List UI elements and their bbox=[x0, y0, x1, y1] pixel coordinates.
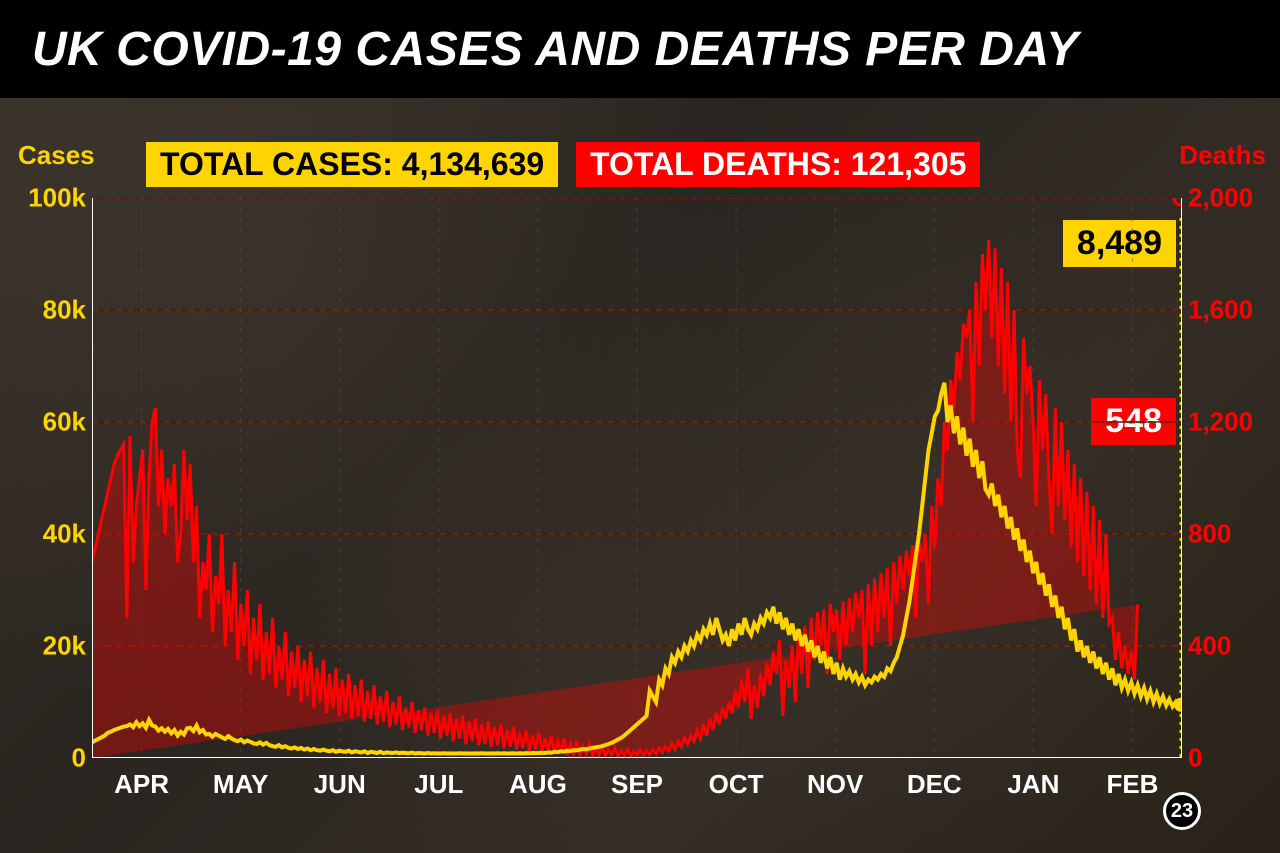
ytick-left: 40k bbox=[6, 519, 86, 550]
ytick-left: 80k bbox=[6, 295, 86, 326]
ytick-right: 800 bbox=[1188, 519, 1278, 550]
total-cases-badge: TOTAL CASES: 4,134,639 bbox=[146, 142, 558, 187]
ytick-right: 1,600 bbox=[1188, 295, 1278, 326]
xtick: SEP bbox=[611, 769, 663, 800]
end-date-marker: 23 bbox=[1163, 792, 1201, 830]
xtick: OCT bbox=[709, 769, 764, 800]
total-deaths-badge: TOTAL DEATHS: 121,305 bbox=[576, 142, 980, 187]
chart-svg bbox=[92, 198, 1182, 758]
xtick: JUL bbox=[414, 769, 463, 800]
xtick: JUN bbox=[314, 769, 366, 800]
xtick: MAY bbox=[213, 769, 268, 800]
ytick-left: 0 bbox=[6, 743, 86, 774]
ytick-left: 100k bbox=[6, 183, 86, 214]
xtick: AUG bbox=[509, 769, 567, 800]
xtick: DEC bbox=[907, 769, 962, 800]
ytick-right: 400 bbox=[1188, 631, 1278, 662]
xtick: APR bbox=[114, 769, 169, 800]
ytick-right: 0 bbox=[1188, 743, 1278, 774]
chart-header: UK COVID-19 CASES AND DEATHS PER DAY bbox=[0, 0, 1280, 98]
ytick-left: 20k bbox=[6, 631, 86, 662]
plot-area: 020k40k60k80k100k04008001,2001,6002,000A… bbox=[92, 198, 1182, 758]
ytick-right: 2,000 bbox=[1188, 183, 1278, 214]
chart-title: UK COVID-19 CASES AND DEATHS PER DAY bbox=[32, 22, 1079, 77]
ytick-left: 60k bbox=[6, 407, 86, 438]
chart-area: Cases Deaths TOTAL CASES: 4,134,639 TOTA… bbox=[0, 98, 1280, 853]
y-axis-left-title: Cases bbox=[18, 140, 95, 171]
xtick: FEB bbox=[1106, 769, 1158, 800]
xtick: JAN bbox=[1007, 769, 1059, 800]
ytick-right: 1,200 bbox=[1188, 407, 1278, 438]
xtick: NOV bbox=[807, 769, 863, 800]
y-axis-right-title: Deaths bbox=[1179, 140, 1266, 171]
